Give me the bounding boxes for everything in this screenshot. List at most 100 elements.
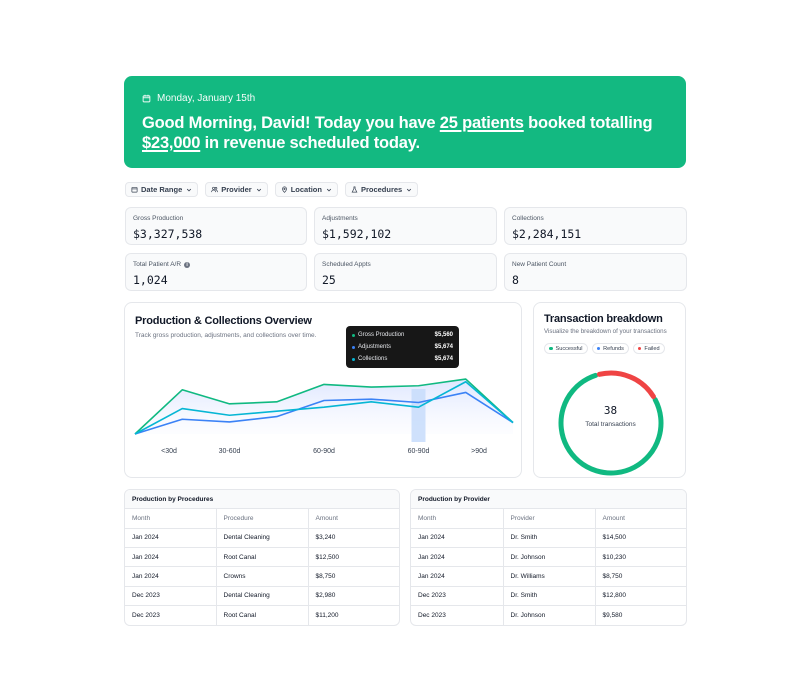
donut-chart[interactable]: [556, 368, 666, 478]
tooltip-row: Collections $5,674: [352, 353, 453, 365]
tooltip-label: Gross Production: [358, 332, 405, 338]
table-header-row: Month Procedure Amount: [125, 509, 399, 529]
table-cell: Jan 2024: [411, 547, 503, 568]
table-row[interactable]: Dec 2023 Root Canal $11,200: [125, 605, 399, 625]
banner-headline: Good Morning, David! Today you have 25 p…: [142, 113, 662, 153]
legend-dot-icon: [637, 346, 642, 351]
banner-date: Monday, January 15th: [142, 93, 255, 104]
column-header[interactable]: Month: [411, 509, 503, 529]
stat-card-scheduled-appts: Scheduled Appts 25: [314, 253, 497, 291]
table-cell: $12,800: [594, 586, 686, 606]
x-tick-label: >90d: [471, 448, 487, 455]
series-line-0[interactable]: [134, 378, 514, 435]
filter-label: Date Range: [141, 185, 183, 194]
table-cell: Jan 2024: [125, 528, 216, 549]
series-line-1[interactable]: [134, 391, 514, 435]
stat-label: Adjustments: [322, 215, 358, 222]
stat-card-collections: Collections $2,284,151: [504, 207, 687, 245]
tooltip-value: $5,674: [434, 344, 453, 350]
table-cell: $8,750: [307, 566, 399, 587]
table-cell: Dec 2023: [411, 586, 503, 606]
table-row[interactable]: Jan 2024 Dr. Williams $8,750: [411, 566, 686, 587]
table-cell: Jan 2024: [411, 566, 503, 587]
x-tick-label: <30d: [161, 448, 177, 455]
tooltip-value: $5,674: [434, 356, 453, 362]
x-tick-label: 60-90d: [313, 448, 335, 455]
hover-highlight-band: [411, 389, 426, 442]
donut-total-label: Total transactions: [585, 421, 636, 428]
table-row[interactable]: Jan 2024 Dental Cleaning $3,240: [125, 528, 399, 549]
line-chart[interactable]: [125, 303, 523, 479]
series-dot-icon: [352, 357, 355, 361]
transaction-title: Transaction breakdown: [544, 313, 663, 325]
location-filter[interactable]: Location: [274, 182, 338, 197]
chevron-down-icon: [187, 188, 192, 191]
column-header[interactable]: Amount: [307, 509, 399, 529]
table-title: Production by Procedures: [125, 490, 399, 509]
stat-value: $1,592,102: [322, 227, 392, 241]
stat-card-new-patient-count: New Patient Count 8: [504, 253, 687, 291]
table-header-row: Month Provider Amount: [411, 509, 686, 529]
table-row[interactable]: Jan 2024 Dr. Smith $14,500: [411, 528, 686, 549]
stat-label: Scheduled Appts: [322, 261, 371, 268]
provider-filter[interactable]: Provider: [205, 182, 268, 197]
table-cell: $8,750: [594, 566, 686, 587]
headline-text: booked totalling: [523, 114, 653, 132]
series-line-2[interactable]: [134, 380, 514, 435]
table-title: Production by Provider: [411, 490, 686, 509]
table-cell: Jan 2024: [125, 566, 216, 587]
column-header[interactable]: Amount: [594, 509, 686, 529]
table-cell: Dental Cleaning: [215, 528, 308, 549]
tooltip-label: Collections: [358, 356, 388, 362]
stat-label: Total Patient A/R: [133, 261, 182, 268]
legend-dot-icon: [596, 346, 601, 351]
legend-successful[interactable]: Successful: [544, 343, 588, 354]
table-row[interactable]: Dec 2023 Dr. Smith $12,800: [411, 586, 686, 606]
users-icon: [211, 186, 219, 193]
banner-date-text: Monday, January 15th: [157, 93, 256, 104]
table-row[interactable]: Jan 2024 Crowns $8,750: [125, 566, 399, 587]
stat-value: $2,284,151: [512, 227, 582, 241]
filter-label: Location: [290, 185, 322, 194]
legend-refunds[interactable]: Refunds: [591, 343, 629, 354]
column-header[interactable]: Provider: [502, 509, 595, 529]
table-cell: $2,980: [307, 586, 399, 606]
column-header[interactable]: Procedure: [215, 509, 308, 529]
stat-label: Gross Production: [133, 215, 184, 222]
chevron-down-icon: [256, 188, 261, 191]
date-range-filter[interactable]: Date Range: [125, 182, 199, 197]
overview-subtitle: Track gross production, adjustments, and…: [135, 332, 317, 339]
procedures-table-card: Production by Procedures Month Procedure…: [124, 489, 400, 626]
legend-failed[interactable]: Failed: [632, 343, 665, 354]
stat-label-row: Total Patient A/R i: [133, 261, 191, 268]
provider-table: Month Provider Amount Jan 2024 Dr. Smith $…: [411, 509, 686, 625]
table-row[interactable]: Jan 2024 Root Canal $12,500: [125, 547, 399, 568]
table-cell: Jan 2024: [125, 547, 216, 568]
procedures-table: Month Procedure Amount Jan 2024 Dental Cl…: [125, 509, 399, 625]
table-cell: Root Canal: [215, 547, 308, 568]
tooltip-value: $5,560: [434, 332, 453, 338]
donut-segment-successful[interactable]: [556, 368, 666, 478]
table-row[interactable]: Dec 2023 Dental Cleaning $2,980: [125, 586, 399, 606]
column-header[interactable]: Month: [125, 509, 216, 529]
tooltip-row: Adjustments $5,674: [352, 341, 453, 353]
stat-card-adjustments: Adjustments $1,592,102: [314, 207, 497, 245]
stat-value: 1,024: [133, 273, 168, 287]
patients-link[interactable]: 25 patients: [439, 114, 524, 132]
info-icon[interactable]: i: [184, 261, 191, 268]
transaction-subtitle: Visualize the breakdown of your transact…: [544, 328, 667, 335]
table-cell: Dr. Johnson: [502, 605, 595, 625]
table-cell: Dr. Johnson: [502, 547, 595, 568]
stat-card-total-patient-ar: Total Patient A/R i 1,024: [125, 253, 307, 291]
chart-tooltip: Gross Production $5,560 Adjustments $5,6…: [346, 326, 459, 368]
stat-label: Collections: [512, 215, 544, 222]
tooltip-label: Adjustments: [358, 344, 392, 350]
table-row[interactable]: Jan 2024 Dr. Johnson $10,230: [411, 547, 686, 568]
legend-label: Refunds: [603, 345, 624, 352]
stat-card-gross-production: Gross Production $3,327,538: [125, 207, 307, 245]
procedures-filter[interactable]: Procedures: [344, 182, 419, 197]
legend-label: Successful: [555, 345, 583, 352]
revenue-link[interactable]: $23,000: [142, 134, 201, 152]
stat-value: 8: [512, 273, 519, 287]
table-row[interactable]: Dec 2023 Dr. Johnson $9,580: [411, 605, 686, 625]
